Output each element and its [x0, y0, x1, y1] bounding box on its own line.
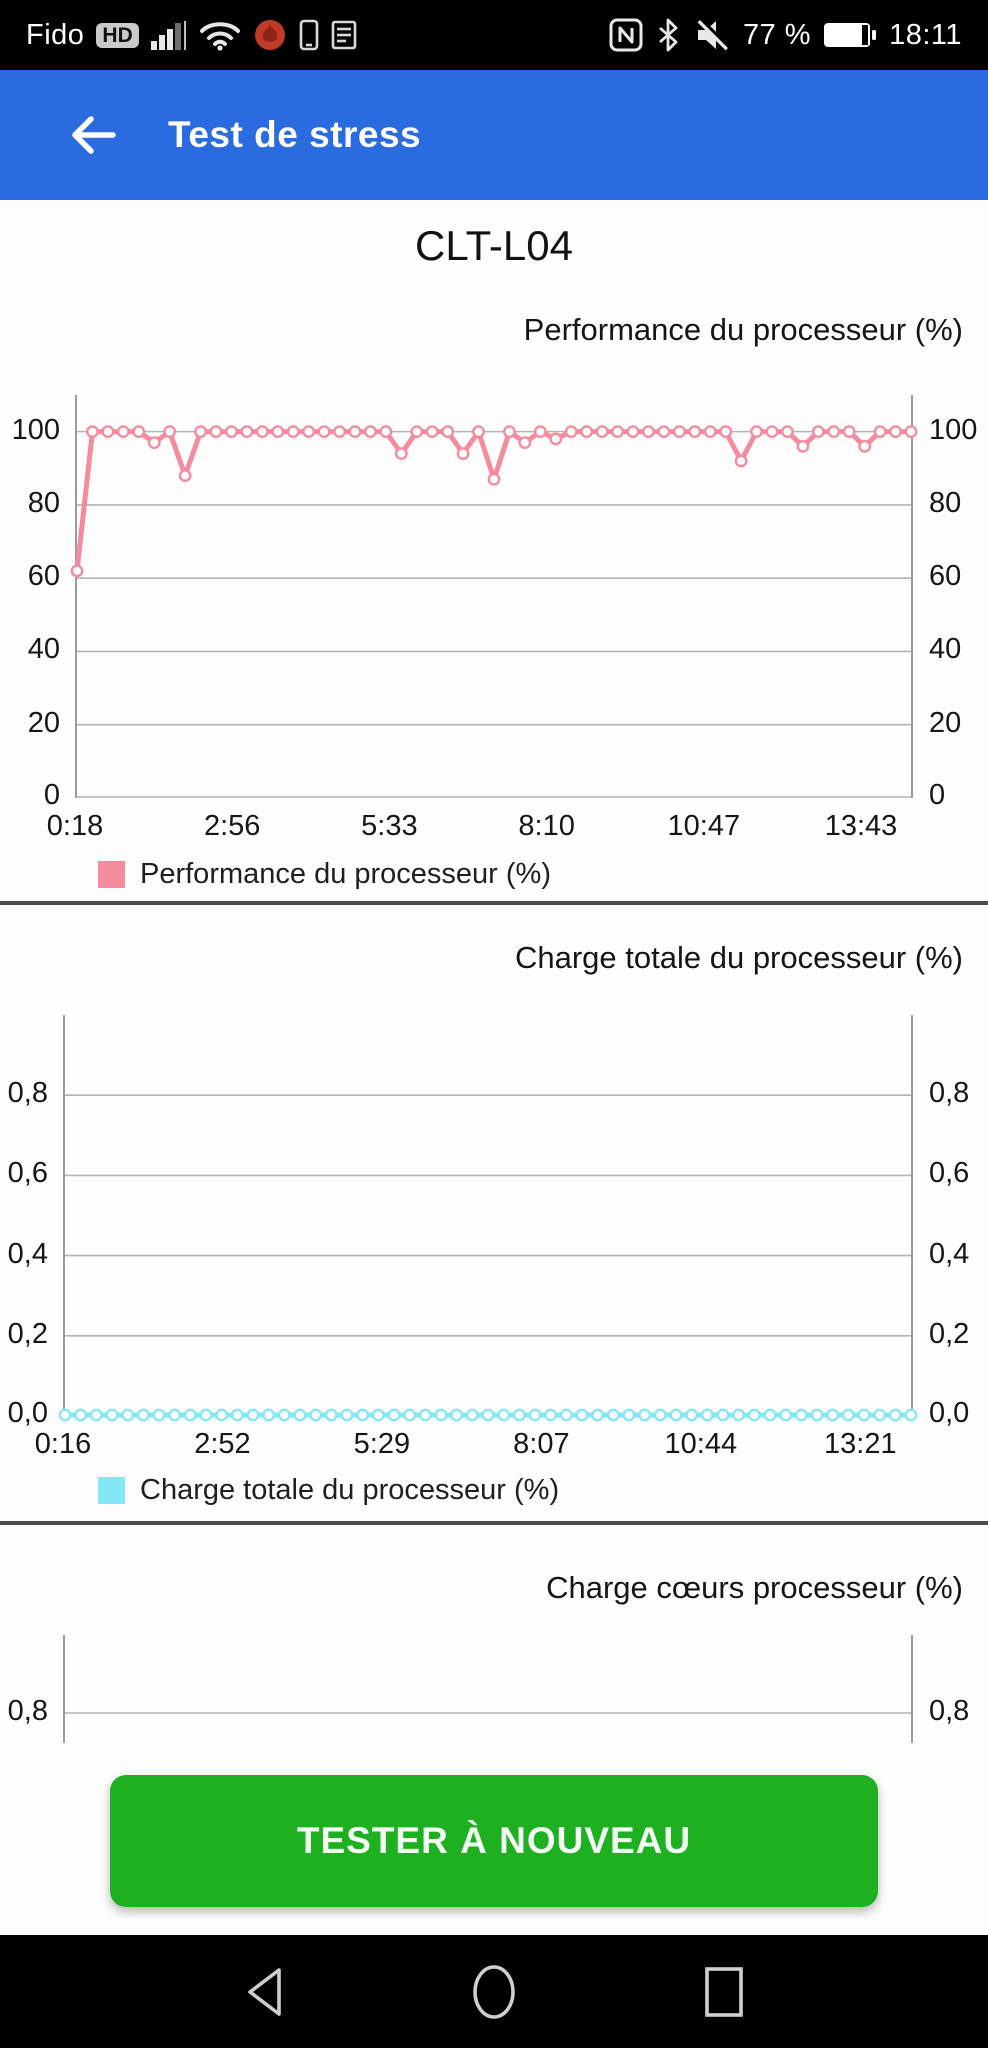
y-axis-tick-label: 0,4	[929, 1237, 970, 1270]
battery-icon	[823, 21, 877, 49]
x-axis-tick-label: 2:56	[203, 810, 261, 842]
y-axis-left: 0,8	[0, 1635, 54, 1743]
home-circle-icon	[473, 1964, 515, 2019]
y-axis-left: 0 20 40 60 80 100	[0, 395, 66, 810]
y-axis-tick-label: 0,8	[7, 1077, 48, 1110]
recents-square-icon	[705, 1966, 743, 2017]
y-axis-tick-label: 0,0	[7, 1396, 48, 1429]
cores-load-chart-plot	[63, 1635, 913, 1743]
android-nav-bar	[0, 1935, 988, 2048]
bluetooth-icon	[655, 17, 681, 53]
section-divider	[0, 901, 988, 905]
chart-title-cores-load: Charge cœurs processeur (%)	[546, 1570, 963, 1605]
y-axis-tick-label: 40	[27, 633, 60, 666]
phone-icon	[299, 19, 319, 51]
chart-title-performance: Performance du processeur (%)	[523, 312, 963, 347]
y-axis-tick-label: 0,0	[929, 1396, 970, 1429]
app-notification-icon	[253, 18, 287, 52]
hd-badge: HD	[96, 22, 139, 48]
test-again-button[interactable]: TESTER À NOUVEAU	[110, 1775, 878, 1907]
battery-percent-label: 77 %	[742, 18, 812, 51]
status-bar: Fido HD 77 % 18:11	[0, 0, 988, 70]
x-axis-tick-label: 5:29	[353, 1428, 411, 1460]
back-triangle-icon	[248, 1967, 281, 2016]
chart-title-total-load: Charge totale du processeur (%)	[514, 940, 963, 975]
legend-label: Performance du processeur (%)	[140, 858, 551, 890]
x-axis-tick-label: 10:47	[667, 810, 741, 842]
total-load-chart-plot	[58, 1015, 918, 1422]
arrow-left-icon	[72, 116, 116, 154]
x-axis-tick-label: 13:21	[824, 1428, 897, 1460]
y-axis-tick-label: 20	[27, 706, 60, 739]
y-axis-tick-label: 60	[929, 560, 962, 593]
legend-swatch-pink	[98, 861, 125, 888]
wifi-icon	[199, 19, 241, 51]
page-title: Test de stress	[168, 114, 422, 155]
y-axis-tick-label: 100	[929, 413, 978, 446]
y-axis-tick-label: 40	[929, 633, 962, 666]
y-axis-tick-label: 0,6	[7, 1157, 48, 1190]
x-axis: 0:16 2:52 5:29 8:07 10:44 13:21	[35, 1428, 913, 1466]
x-axis-tick-label: 8:10	[518, 810, 575, 842]
x-axis-tick-label: 2:52	[194, 1428, 251, 1460]
notes-icon	[331, 20, 357, 50]
y-axis-tick-label: 80	[929, 486, 962, 519]
y-axis-tick-label: 0,8	[929, 1077, 970, 1110]
y-axis-tick-label: 0,2	[929, 1317, 970, 1350]
y-axis-tick-label: 100	[11, 413, 60, 446]
legend-total-load: Charge totale du processeur (%)	[98, 1474, 559, 1507]
section-divider	[0, 1521, 988, 1525]
y-axis-right: 0,0 0,2 0,4 0,6 0,8	[921, 1015, 987, 1429]
legend-swatch-cyan	[98, 1477, 125, 1504]
nav-recents-button[interactable]	[694, 1957, 754, 2027]
y-axis-tick-label: 0,4	[7, 1237, 48, 1270]
y-axis-tick-label: 0	[43, 778, 60, 811]
back-button[interactable]	[58, 70, 128, 200]
x-axis-tick-label: 10:44	[664, 1428, 738, 1460]
y-axis-tick-label: 20	[929, 706, 962, 739]
performance-chart-plot	[70, 395, 918, 798]
clock-label: 18:11	[889, 18, 962, 51]
carrier-label: Fido	[26, 18, 85, 51]
y-axis-tick-label: 0,6	[929, 1157, 970, 1190]
y-axis-tick-label: 0,2	[7, 1317, 48, 1350]
nav-home-button[interactable]	[464, 1957, 524, 2027]
nav-back-button[interactable]	[234, 1957, 294, 2027]
y-axis-tick-label: 0,8	[7, 1694, 48, 1727]
y-axis-right: 0 20 40 60 80 100	[921, 395, 987, 810]
device-model-title: CLT-L04	[415, 222, 573, 269]
x-axis-tick-label: 0:16	[34, 1428, 92, 1460]
signal-strength-icon	[150, 20, 187, 50]
app-header: Test de stress	[0, 70, 988, 200]
mute-icon	[693, 18, 731, 52]
x-axis-tick-label: 13:43	[824, 810, 898, 842]
x-axis-tick-label: 0:18	[46, 810, 104, 842]
x-axis: 0:18 2:56 5:33 8:10 10:47 13:43	[47, 810, 913, 848]
y-axis-tick-label: 0,8	[929, 1694, 970, 1727]
y-axis-tick-label: 60	[27, 560, 60, 593]
x-axis-tick-label: 8:07	[513, 1428, 570, 1460]
legend-label: Charge totale du processeur (%)	[140, 1474, 560, 1506]
legend-performance: Performance du processeur (%)	[98, 858, 551, 891]
y-axis-tick-label: 80	[27, 486, 60, 519]
x-axis-tick-label: 5:33	[361, 810, 418, 842]
y-axis-right: 0,8	[921, 1635, 987, 1743]
nfc-icon	[609, 18, 643, 52]
y-axis-tick-label: 0	[929, 778, 946, 811]
y-axis-left: 0,0 0,2 0,4 0,6 0,8	[0, 1015, 54, 1429]
